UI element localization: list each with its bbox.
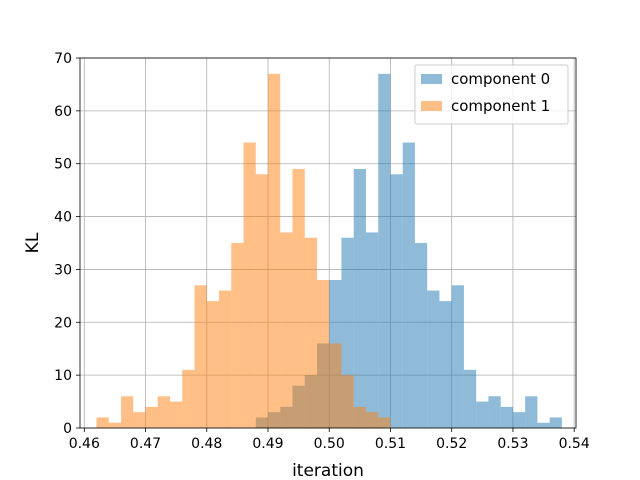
histogram-bar bbox=[316, 280, 330, 428]
histogram-bar bbox=[525, 396, 538, 428]
histogram-bar bbox=[231, 243, 244, 428]
legend-label: component 1 bbox=[451, 97, 550, 115]
histogram-bar bbox=[488, 396, 501, 428]
y-tick-label: 10 bbox=[54, 368, 72, 384]
legend-box bbox=[414, 64, 569, 125]
histogram-bar bbox=[378, 73, 391, 428]
histogram-bar bbox=[108, 422, 122, 428]
histogram-bar bbox=[280, 232, 293, 428]
histogram-bar bbox=[537, 422, 550, 428]
histogram-bar bbox=[353, 406, 366, 428]
histogram-bar bbox=[329, 343, 342, 428]
histogram-bar bbox=[365, 232, 379, 428]
y-axis-label: KL bbox=[23, 232, 43, 253]
plot-frame bbox=[79, 57, 577, 429]
histogram-bar bbox=[451, 285, 464, 428]
histogram-bar bbox=[243, 142, 256, 429]
x-tick-label: 0.47 bbox=[130, 436, 161, 452]
histogram-bar bbox=[206, 301, 220, 428]
histogram-bar bbox=[255, 174, 268, 428]
histogram-bar bbox=[463, 369, 477, 428]
y-tick-label: 30 bbox=[54, 262, 72, 278]
histogram-bar bbox=[414, 243, 428, 428]
histogram-bar bbox=[267, 73, 281, 428]
bars bbox=[96, 73, 562, 429]
histogram-bar bbox=[512, 412, 526, 428]
x-axis-label: iteration bbox=[292, 461, 364, 480]
legend-swatch bbox=[421, 101, 442, 111]
y-tick-label: 20 bbox=[54, 315, 72, 331]
x-tick-label: 0.52 bbox=[436, 436, 467, 452]
y-tick-label: 0 bbox=[63, 421, 72, 437]
x-tick-label: 0.49 bbox=[252, 436, 283, 452]
histogram-bar bbox=[182, 369, 195, 428]
histogram-bar bbox=[304, 237, 317, 428]
histogram-bar bbox=[145, 406, 158, 428]
histogram-bar bbox=[219, 290, 232, 428]
legend-swatch bbox=[421, 74, 442, 84]
histogram-bar bbox=[390, 174, 403, 428]
legend-label: component 0 bbox=[451, 70, 550, 88]
histogram-bar bbox=[96, 417, 109, 428]
histogram-bar bbox=[378, 417, 391, 428]
x-tick-label: 0.51 bbox=[375, 436, 406, 452]
x-tick-label: 0.46 bbox=[69, 436, 100, 452]
histogram-bar bbox=[133, 412, 146, 428]
histogram-bar bbox=[170, 401, 183, 428]
histogram-bar bbox=[427, 290, 440, 428]
histogram-bar bbox=[439, 301, 452, 428]
histogram-bar bbox=[353, 169, 366, 428]
x-tick-label: 0.48 bbox=[191, 436, 222, 452]
x-tick-label: 0.50 bbox=[314, 436, 345, 452]
x-tick-label: 0.54 bbox=[559, 436, 590, 452]
histogram-bar bbox=[121, 396, 134, 428]
histogram-bar bbox=[402, 142, 415, 429]
histogram-bar bbox=[194, 285, 207, 428]
histogram-bar bbox=[292, 169, 305, 428]
histogram-bar bbox=[365, 412, 379, 428]
y-axis-ticks: 0 10 20 30 40 50 60 70 bbox=[54, 51, 80, 437]
histogram-bar bbox=[500, 406, 513, 428]
y-tick-label: 40 bbox=[54, 210, 72, 226]
legend: component 0 component 1 bbox=[414, 64, 569, 125]
histogram-bar bbox=[341, 375, 354, 428]
series-1-bars bbox=[96, 73, 391, 429]
y-tick-label: 50 bbox=[54, 157, 72, 173]
histogram-bar bbox=[476, 401, 489, 428]
histogram-bar bbox=[157, 396, 171, 428]
x-axis-ticks: 0.46 0.47 0.48 0.49 0.50 0.51 0.52 0.53 0.54 bbox=[69, 428, 590, 452]
y-tick-label: 60 bbox=[54, 104, 72, 120]
x-tick-label: 0.53 bbox=[497, 436, 528, 452]
histogram-bar bbox=[549, 417, 562, 428]
y-tick-label: 70 bbox=[54, 51, 72, 67]
